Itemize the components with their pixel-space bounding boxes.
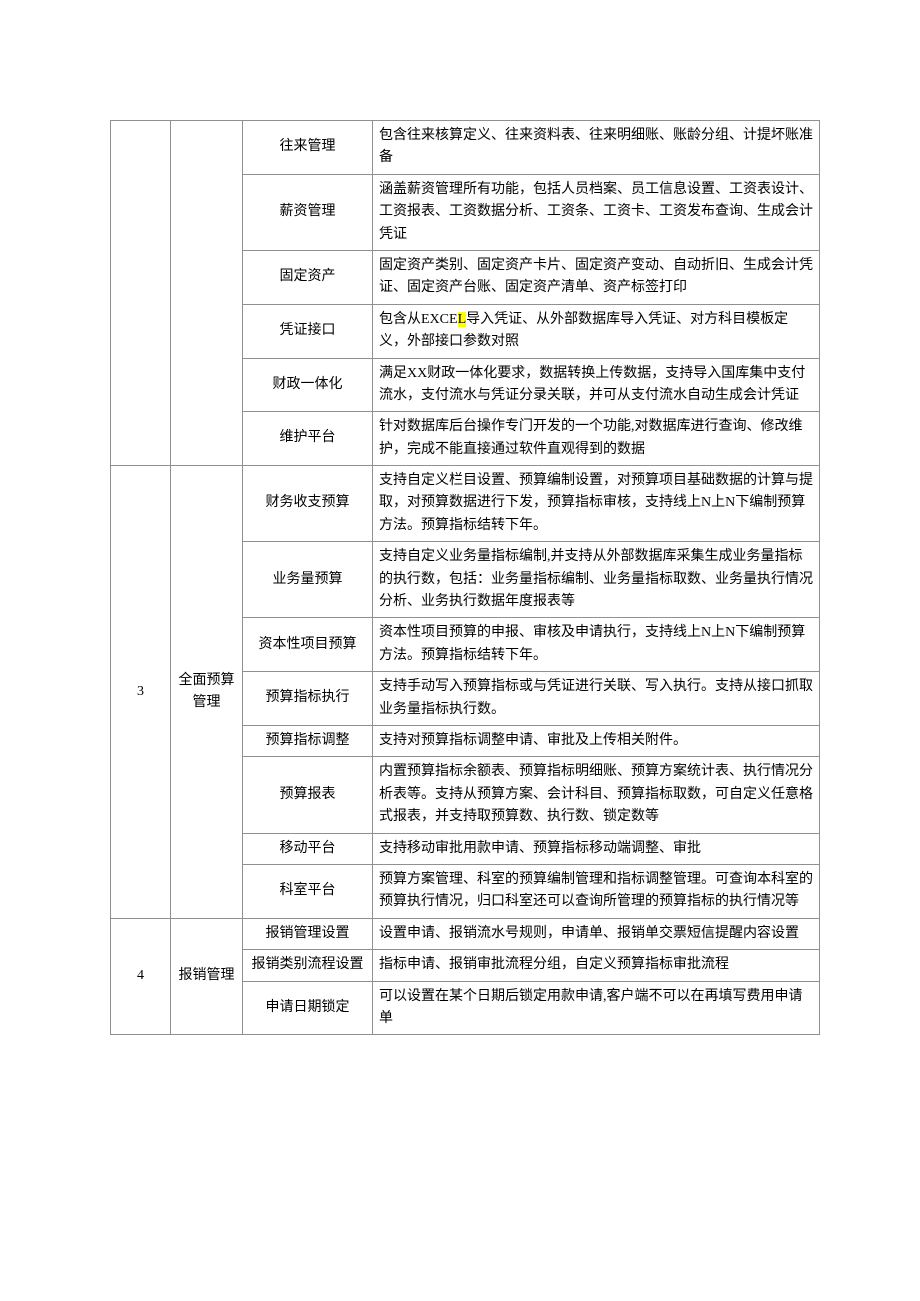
feature-description: 包含从EXCEL导入凭证、从外部数据库导入凭证、对方科目模板定义，外部接口参数对… bbox=[373, 304, 820, 358]
feature-name: 财务收支预算 bbox=[243, 466, 373, 542]
feature-description: 包含往来核算定义、往来资料表、往来明细账、账龄分组、计提坏账准备 bbox=[373, 121, 820, 175]
feature-name: 往来管理 bbox=[243, 121, 373, 175]
feature-description: 满足XX财政一体化要求，数据转换上传数据，支持导入国库集中支付流水，支付流水与凭… bbox=[373, 358, 820, 412]
feature-description: 支持对预算指标调整申请、审批及上传相关附件。 bbox=[373, 725, 820, 756]
feature-name: 报销类别流程设置 bbox=[243, 950, 373, 981]
table-row: 4报销管理报销管理设置设置申请、报销流水号规则，申请单、报销单交票短信提醒内容设… bbox=[111, 918, 820, 949]
feature-name: 预算指标执行 bbox=[243, 672, 373, 726]
feature-description: 支持手动写入预算指标或与凭证进行关联、写入执行。支持从接口抓取业务量指标执行数。 bbox=[373, 672, 820, 726]
section-category: 全面预算管理 bbox=[171, 466, 243, 919]
feature-description: 支持自定义栏目设置、预算编制设置，对预算项目基础数据的计算与提取，对预算数据进行… bbox=[373, 466, 820, 542]
section-number bbox=[111, 121, 171, 466]
feature-description: 涵盖薪资管理所有功能，包括人员档案、员工信息设置、工资表设计、工资报表、工资数据… bbox=[373, 174, 820, 250]
spec-table: 往来管理包含往来核算定义、往来资料表、往来明细账、账龄分组、计提坏账准备薪资管理… bbox=[110, 120, 820, 1035]
feature-name: 业务量预算 bbox=[243, 542, 373, 618]
feature-description: 固定资产类别、固定资产卡片、固定资产变动、自动折旧、生成会计凭证、固定资产台账、… bbox=[373, 250, 820, 304]
feature-description: 可以设置在某个日期后锁定用款申请,客户端不可以在再填写费用申请单 bbox=[373, 981, 820, 1035]
feature-name: 资本性项目预算 bbox=[243, 618, 373, 672]
feature-name: 预算指标调整 bbox=[243, 725, 373, 756]
feature-description: 资本性项目预算的申报、审核及申请执行，支持线上N上N下编制预算方法。预算指标结转… bbox=[373, 618, 820, 672]
feature-description: 预算方案管理、科室的预算编制管理和指标调整管理。可查询本科室的预算执行情况，归口… bbox=[373, 864, 820, 918]
section-category: 报销管理 bbox=[171, 918, 243, 1035]
feature-name: 申请日期锁定 bbox=[243, 981, 373, 1035]
feature-description: 支持自定义业务量指标编制,并支持从外部数据库采集生成业务量指标的执行数，包括：业… bbox=[373, 542, 820, 618]
feature-name: 维护平台 bbox=[243, 412, 373, 466]
table-row: 往来管理包含往来核算定义、往来资料表、往来明细账、账龄分组、计提坏账准备 bbox=[111, 121, 820, 175]
feature-name: 报销管理设置 bbox=[243, 918, 373, 949]
feature-name: 财政一体化 bbox=[243, 358, 373, 412]
feature-description: 设置申请、报销流水号规则，申请单、报销单交票短信提醒内容设置 bbox=[373, 918, 820, 949]
section-number: 4 bbox=[111, 918, 171, 1035]
section-category bbox=[171, 121, 243, 466]
section-number: 3 bbox=[111, 466, 171, 919]
table-row: 3全面预算管理财务收支预算支持自定义栏目设置、预算编制设置，对预算项目基础数据的… bbox=[111, 466, 820, 542]
highlight-text: L bbox=[458, 312, 467, 327]
feature-name: 凭证接口 bbox=[243, 304, 373, 358]
feature-description: 指标申请、报销审批流程分组，自定义预算指标审批流程 bbox=[373, 950, 820, 981]
feature-name: 移动平台 bbox=[243, 833, 373, 864]
feature-name: 固定资产 bbox=[243, 250, 373, 304]
feature-description: 内置预算指标余额表、预算指标明细账、预算方案统计表、执行情况分析表等。支持从预算… bbox=[373, 757, 820, 833]
feature-description: 针对数据库后台操作专门开发的一个功能,对数据库进行查询、修改维护，完成不能直接通… bbox=[373, 412, 820, 466]
feature-name: 预算报表 bbox=[243, 757, 373, 833]
feature-name: 科室平台 bbox=[243, 864, 373, 918]
feature-description: 支持移动审批用款申请、预算指标移动端调整、审批 bbox=[373, 833, 820, 864]
feature-name: 薪资管理 bbox=[243, 174, 373, 250]
